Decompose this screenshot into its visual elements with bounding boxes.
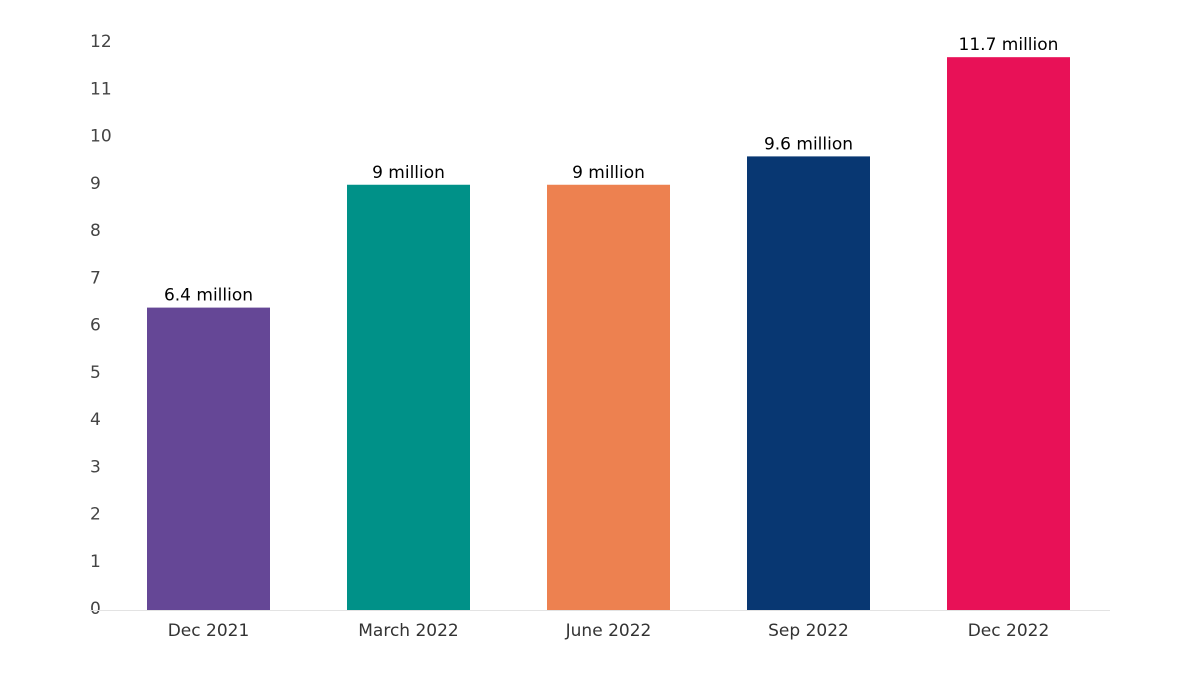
x-tick-label: March 2022: [358, 621, 459, 641]
x-tick-label: Dec 2021: [168, 621, 250, 641]
y-tick-label: 2: [90, 505, 101, 525]
y-tick-label: 9: [90, 174, 101, 194]
x-tick-label: Dec 2022: [968, 621, 1050, 641]
bar-3: [547, 184, 670, 610]
data-label: 9 million: [572, 163, 645, 183]
y-tick-label: 3: [90, 457, 101, 477]
y-tick-label: 12: [90, 32, 112, 52]
y-tick-label: 11: [90, 79, 112, 99]
y-tick-label: 8: [90, 221, 101, 241]
y-tick-label: 0: [90, 599, 101, 619]
data-labels: 6.4 million 9 million 9 million 9.6 million…: [164, 35, 1058, 305]
data-label: 11.7 million: [959, 35, 1059, 55]
bar-4: [747, 156, 870, 610]
bars: [147, 57, 1070, 611]
x-axis: Dec 2021 March 2022 June 2022 Sep 2022 Dec 2…: [168, 621, 1050, 641]
bar-2: [347, 184, 470, 610]
y-tick-label: 7: [90, 268, 101, 288]
data-label: 6.4 million: [164, 286, 253, 306]
y-tick-label: 4: [90, 410, 101, 430]
y-tick-label: 1: [90, 552, 101, 572]
x-tick-label: June 2022: [565, 621, 652, 641]
y-tick-label: 10: [90, 127, 112, 147]
data-label: 9 million: [372, 163, 445, 183]
x-tick-label: Sep 2022: [768, 621, 849, 641]
data-label: 9.6 million: [764, 134, 853, 154]
bar-1: [147, 307, 270, 610]
bar-5: [947, 57, 1070, 611]
y-tick-label: 6: [90, 316, 101, 336]
y-tick-label: 5: [90, 363, 101, 383]
